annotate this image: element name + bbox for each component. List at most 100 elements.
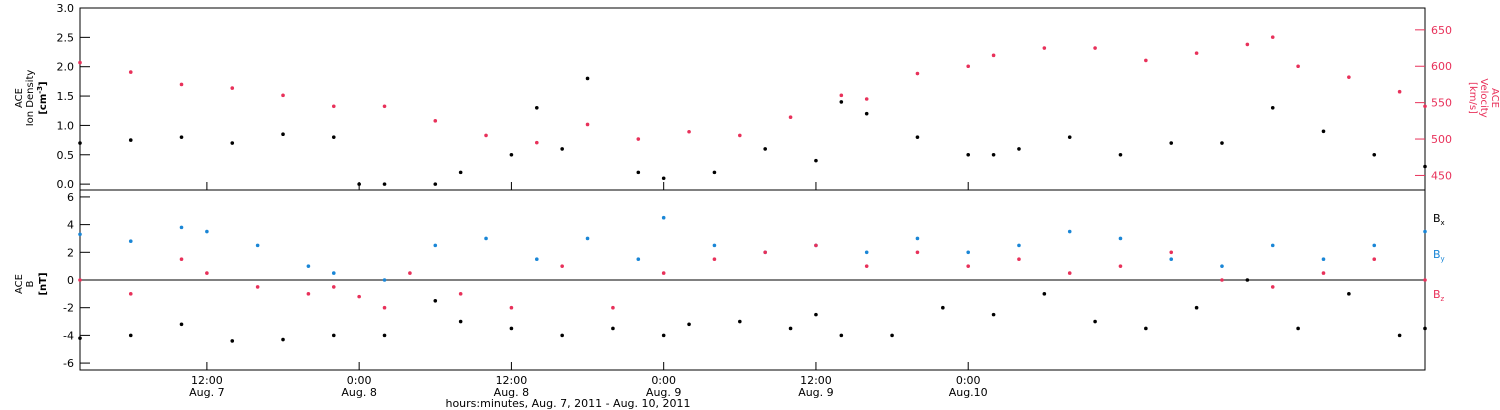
density-point (331, 135, 336, 139)
density-unit: [cm-3] (36, 81, 49, 114)
field-ylabel: ACE B [nT] (14, 272, 49, 295)
bx-point (78, 336, 82, 340)
right-y-tick-label: 500 (1431, 133, 1452, 146)
y-tick-label: 3.0 (57, 2, 75, 15)
y-tick-label: -6 (63, 357, 74, 370)
velocity-point (839, 93, 844, 98)
density-point (1423, 164, 1427, 169)
y-tick-label: 2.0 (57, 61, 75, 74)
by-point (1270, 243, 1275, 248)
by-point (661, 215, 666, 220)
bx-point (1194, 305, 1199, 310)
by-point (636, 257, 641, 262)
density-point (1321, 129, 1326, 134)
bz-point (814, 243, 818, 248)
bx-point (1397, 333, 1402, 338)
bx-point (687, 322, 691, 327)
y-tick-label: 1.0 (57, 119, 75, 132)
legend-entry-bx: Bx (1433, 212, 1445, 227)
velocity-point (1093, 46, 1097, 50)
bz-point (763, 250, 767, 255)
velocity-point (534, 140, 539, 145)
x-tick-time: 0:00 (651, 374, 676, 387)
velocity-point (1397, 89, 1402, 94)
density-point (1270, 106, 1275, 110)
bx-point (890, 333, 894, 338)
right-y-tick-label: 650 (1431, 24, 1452, 37)
legend-entry-by: By (1433, 248, 1445, 263)
bz-point (382, 305, 387, 310)
velocity-point (230, 86, 235, 90)
bx-point (281, 337, 285, 342)
y-tick-label: 4 (67, 219, 74, 232)
density-point (991, 152, 996, 157)
bz-point (712, 257, 717, 262)
velocity-point (179, 82, 184, 87)
velocity-point (864, 97, 869, 101)
y-tick-label: 1.5 (57, 90, 75, 103)
bx-point (1423, 326, 1427, 331)
by-point (585, 236, 590, 241)
density-point (636, 170, 641, 175)
bz-point (331, 285, 336, 289)
density-point (78, 141, 82, 145)
bz-point (255, 285, 260, 289)
bz-point (408, 271, 412, 275)
right-y-tick-label: 450 (1431, 169, 1452, 182)
field-ylabel-line1: ACE (14, 274, 25, 294)
velocity-point (991, 53, 996, 58)
y-tick-label: 2 (67, 246, 74, 259)
y-tick-label: 0 (67, 274, 74, 287)
bx-point (382, 333, 387, 338)
density-point (1169, 141, 1174, 145)
velocity-point (1347, 75, 1351, 79)
field-unit: [nT] (38, 272, 49, 295)
bx-point (738, 319, 742, 324)
density-point (128, 138, 133, 142)
density-point (915, 135, 920, 139)
field-ylabel-line2: B (25, 280, 36, 287)
density-point (661, 176, 666, 181)
velocity-point (585, 122, 590, 127)
by-point (205, 229, 209, 234)
by-point (331, 271, 336, 275)
by-point (1423, 229, 1427, 234)
bx-point (1042, 292, 1047, 296)
bx-point (560, 333, 564, 338)
bx-point (1245, 278, 1250, 282)
x-tick-time: 12:00 (800, 374, 832, 387)
bx-point (458, 319, 463, 324)
velocity-ylabel-line2: Velocity (1478, 78, 1489, 117)
bz-point (306, 292, 311, 296)
velocity-point (788, 115, 793, 119)
density-point (1118, 152, 1123, 157)
y-tick-label: 2.5 (57, 31, 75, 44)
right-y-tick-label: 550 (1431, 97, 1452, 110)
density-point (864, 111, 869, 116)
bx-point (991, 312, 996, 317)
bz-point (78, 278, 82, 282)
bz-point (357, 294, 361, 299)
y-tick-label: -2 (63, 302, 74, 315)
velocity-point (433, 119, 438, 123)
velocity-point (636, 137, 641, 141)
y-tick-label: 0.0 (57, 178, 75, 191)
axes-layer: 0.0 0.5 1.0 1.5 2.0 2.5 3.0 -6 -4 -2 0 2 4 6 450 500 550… (57, 2, 1453, 399)
density-point (1067, 135, 1072, 139)
bz-point (179, 257, 184, 262)
density-point (814, 158, 818, 163)
bz-point (1372, 257, 1377, 262)
bz-point (509, 305, 514, 310)
by-point (1169, 257, 1174, 262)
velocity-point (1296, 64, 1300, 69)
velocity-ylabel: ACE Velocity [km/s] (1467, 78, 1500, 117)
density-point (534, 106, 539, 110)
velocity-point (1042, 46, 1047, 50)
density-point (509, 152, 514, 157)
x-tick-time: 12:00 (191, 374, 223, 387)
bz-point (1118, 264, 1123, 268)
by-point (78, 232, 82, 237)
bz-point (915, 250, 920, 255)
density-point (230, 141, 235, 145)
